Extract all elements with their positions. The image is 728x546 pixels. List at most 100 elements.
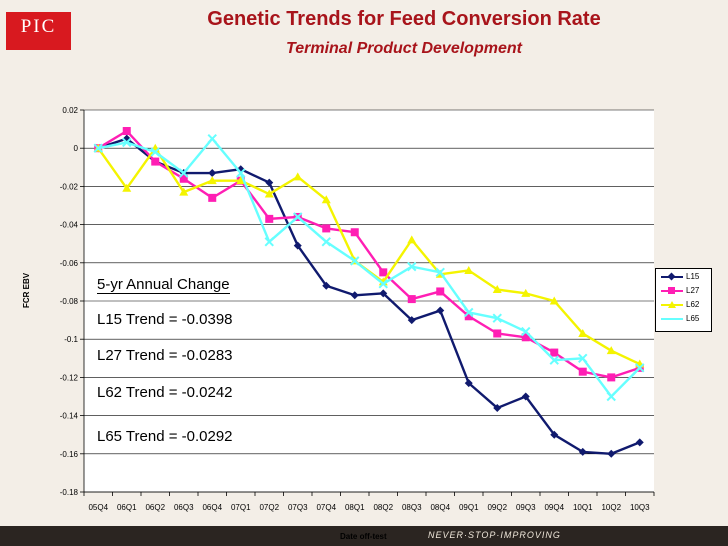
data-point-l15 [322,281,331,290]
data-point-l62 [549,296,559,305]
data-point-l15 [550,430,559,439]
y-tick-label: -0.18 [60,488,79,497]
annual-change-heading: 5-yr Annual Change [89,276,267,294]
data-point-l27 [350,228,359,237]
data-point-l62 [492,285,502,294]
trend-l15: L15 Trend = -0.0398 [89,311,267,328]
x-tick-label: 09Q4 [544,503,564,512]
x-tick-label: 06Q1 [117,503,137,512]
trend-l27: L27 Trend = -0.0283 [89,347,267,364]
y-tick-label: -0.04 [60,221,79,230]
data-point-l65 [122,137,132,148]
page-title: Genetic Trends for Feed Conversion Rate [207,8,601,30]
data-point-l15 [407,316,416,325]
page-subtitle: Terminal Product Development [286,40,522,57]
data-point-l65 [150,147,160,157]
data-point-l27 [265,214,274,223]
footer-slogan: NEVER·STOP·IMPROVING [428,530,561,540]
data-point-l65 [293,212,303,222]
legend-item-l27: L27 [656,285,711,295]
x-tick-label: 05Q4 [88,503,108,512]
data-point-l27 [607,373,616,382]
legend-label-l15: L15 [686,272,700,281]
series-line-l27 [97,129,641,379]
data-point-l27 [464,312,473,321]
data-point-l15 [464,379,473,388]
x-tick-label: 10Q3 [630,503,650,512]
y-axis-label: FCR EBV [22,272,31,308]
x-tick-label: 06Q3 [174,503,194,512]
legend-label-l65: L65 [686,314,700,323]
trend-l62: L62 Trend = -0.0242 [89,384,267,401]
data-point-l65 [264,237,274,247]
legend-marker-l27 [668,287,675,294]
data-point-l65 [492,313,502,323]
data-point-l65 [179,168,189,178]
data-point-l65 [549,355,559,365]
data-point-l27 [322,224,331,233]
x-tick-label: 10Q1 [573,503,593,512]
footer-band [0,526,728,546]
x-tick-label: 08Q1 [345,503,365,512]
y-tick-label: -0.1 [64,335,78,344]
data-point-l65 [635,363,645,373]
data-point-l62 [207,176,217,185]
data-point-l15 [607,449,616,458]
data-point-l65 [578,353,588,364]
logo-text: PIC [20,16,57,37]
pic-logo: PIC [6,12,71,50]
x-tick-label: 08Q4 [430,503,450,512]
y-tick-label: 0.02 [62,106,78,115]
y-tick-label: -0.06 [60,259,79,268]
y-tick-label: -0.14 [60,412,79,421]
data-point-l62 [578,328,588,337]
data-point-l65 [207,133,217,144]
y-tick-label: -0.08 [60,297,79,306]
y-tick-label: -0.02 [60,182,79,191]
x-tick-label: 09Q1 [459,503,479,512]
y-tick-label: -0.16 [60,450,79,459]
data-point-l65 [435,267,445,278]
data-point-l62 [321,195,331,204]
data-point-l65 [93,143,103,153]
data-point-l27 [407,295,416,304]
data-point-l15 [293,241,302,250]
data-point-l15 [635,438,644,447]
x-tick-label: 09Q3 [516,503,536,512]
data-point-l65 [350,256,360,266]
data-point-l15 [493,403,502,412]
data-point-l27 [122,127,131,136]
data-point-l15 [208,169,217,178]
data-point-l62 [264,189,274,198]
legend-marker-l15 [667,272,676,281]
y-tick-label: -0.12 [60,373,79,382]
x-tick-label: 07Q1 [231,503,251,512]
y-tick-label: 0 [74,144,79,153]
data-point-l15 [436,306,445,315]
legend-line-l65 [661,318,683,320]
data-point-l15 [578,447,587,456]
data-point-l27 [379,268,388,277]
x-tick-label: 07Q3 [288,503,308,512]
data-point-l62 [521,288,531,297]
data-point-l27 [208,193,217,202]
data-point-l65 [321,237,331,247]
data-point-l27 [493,329,502,338]
x-tick-label: 09Q2 [487,503,507,512]
x-tick-label: 07Q2 [259,503,279,512]
series-line-l65 [98,137,641,398]
data-point-l15 [521,392,530,401]
x-axis-label: Date off-test [340,532,387,541]
data-point-l15 [350,291,359,300]
data-point-l62 [179,187,189,196]
data-point-l65 [236,168,246,178]
trend-l65: L65 Trend = -0.0292 [89,428,267,445]
x-tick-label: 07Q4 [316,503,336,512]
data-point-l27 [179,174,188,183]
x-tick-label: 06Q2 [145,503,165,512]
x-tick-label: 06Q4 [202,503,222,512]
data-point-l62 [122,183,132,192]
data-point-l65 [606,391,616,402]
data-point-l62 [407,235,417,244]
